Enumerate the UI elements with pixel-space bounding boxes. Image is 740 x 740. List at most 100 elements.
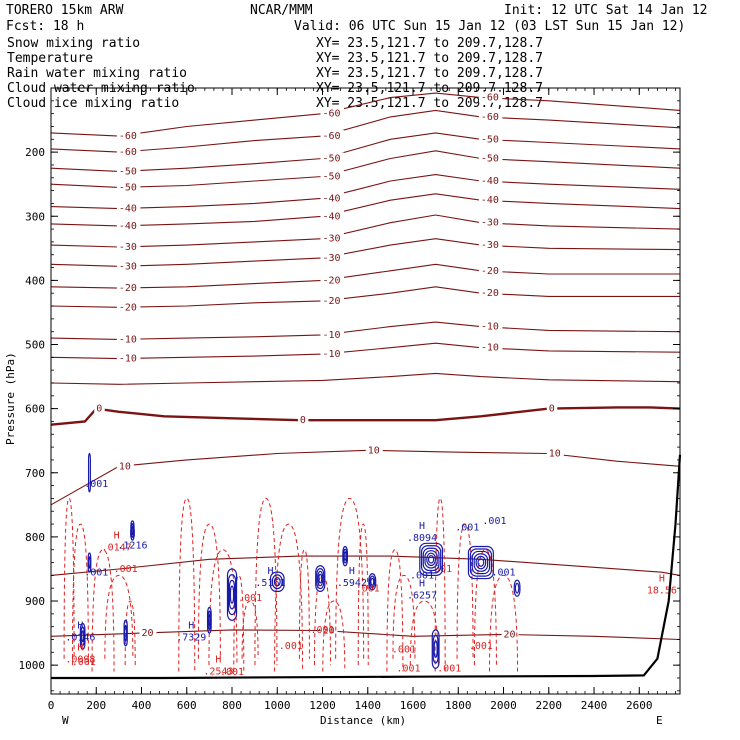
y-tick-label: 200 <box>25 146 45 159</box>
isotherm-line <box>50 372 681 385</box>
isotherm-label: 0 <box>300 415 306 426</box>
y-tick-label: 800 <box>25 531 45 544</box>
cloud-water-contour <box>432 634 439 664</box>
isotherm-label-bg <box>501 628 519 640</box>
isotherm-label: -30 <box>481 218 499 229</box>
cloud-water-contour <box>228 579 236 610</box>
isotherm-label: -20 <box>323 296 341 307</box>
isotherm-label: 10 <box>549 449 561 460</box>
rain-contour-label: .001 <box>238 593 262 604</box>
cloud-max-marker: H <box>419 521 425 532</box>
isotherm-label-bg <box>546 402 558 414</box>
y-tick-label: 1000 <box>19 659 46 672</box>
terrain-line <box>51 454 682 680</box>
cloud-water-contour <box>317 570 324 587</box>
isotherm-label-bg <box>116 333 141 345</box>
plot-area: -60 -60 -60 -60 -60 -60 -50 -50 -50 -50 -50 -50 -40 -… <box>50 91 682 680</box>
legend-label: Rain water mixing ratio <box>7 66 187 81</box>
isotherm-label: -20 <box>119 283 137 294</box>
legend-xy: XY= 23.5,121.7 to 209.7,128.7 <box>316 36 543 51</box>
isotherm-label-bg <box>297 414 309 426</box>
isotherm-label: 10 <box>368 445 380 456</box>
cloud-water-contour <box>426 552 437 567</box>
isotherm-label: -60 <box>323 131 341 142</box>
rain-contour-label: .001 <box>72 657 96 668</box>
isotherm-label-bg <box>116 352 141 364</box>
x-tick-label: 200 <box>86 699 106 712</box>
isotherm-label-bg <box>320 232 345 244</box>
isotherm-label: -10 <box>481 322 499 333</box>
rain-contour-label: .001 <box>310 625 334 636</box>
isotherm-line <box>50 174 681 210</box>
isotherm-line <box>50 132 681 172</box>
isotherm-label: -50 <box>119 166 137 177</box>
isotherm-label: -30 <box>119 242 137 253</box>
isotherm-label-bg <box>478 216 503 228</box>
cloud-max-value: .6257 <box>407 591 437 602</box>
rain-max-value: .0098 <box>65 655 95 666</box>
cloud-max-value: .8094 <box>407 533 437 544</box>
rain-contour-label: .001 <box>437 664 461 675</box>
rain-max-marker: H <box>215 654 221 665</box>
isotherm-line <box>50 150 681 188</box>
isotherm-label-bg <box>116 219 141 231</box>
cloud-water-contour <box>477 558 485 567</box>
axes: 0 200 400 600 800 1000 1200 1400 1600 1800 2000 220… <box>19 88 680 712</box>
model-title: TORERO 15km ARW <box>6 3 124 18</box>
cloud-water-contour <box>342 545 348 567</box>
isotherm-label-bg <box>116 241 141 253</box>
cloud-water-contour <box>427 555 435 564</box>
isotherm-label-bg <box>320 210 345 222</box>
rain-contour-label: .001 <box>392 644 416 655</box>
rain-max-value: 18.56 <box>647 585 677 596</box>
cloud-water-contour <box>80 626 85 647</box>
rain-contour <box>197 523 221 659</box>
cloud-water-contour <box>469 548 493 577</box>
cloud-water-contour <box>419 542 444 576</box>
rain-contour <box>104 574 134 659</box>
cloud-water-contour <box>318 573 323 584</box>
y-tick-label: 900 <box>25 595 45 608</box>
cloud-max-marker: H <box>349 566 355 577</box>
isotherm-label-bg <box>320 274 345 286</box>
isotherm-label: -30 <box>323 234 341 245</box>
cloud-water-contour <box>475 555 487 570</box>
rain-contour <box>274 523 304 672</box>
x-tick-label: 1000 <box>264 699 291 712</box>
cloud-water-label: .001 <box>84 567 108 578</box>
y-tick-label: 400 <box>25 274 45 287</box>
isotherm-label: -10 <box>119 334 137 345</box>
cloud-water-contour <box>369 575 376 589</box>
y-axis-label: Pressure (hPa) <box>4 352 17 445</box>
isotherm-label: -20 <box>119 302 137 313</box>
isotherm-line <box>50 109 681 153</box>
isotherm-label-bg <box>478 320 503 332</box>
isotherm-label-bg <box>320 624 338 636</box>
isotherm-label-bg <box>116 165 141 177</box>
isotherm-label: 20 <box>142 628 154 639</box>
isotherm-label: -20 <box>481 288 499 299</box>
x-tick-label: 2000 <box>490 699 517 712</box>
isotherm-label: -20 <box>481 266 499 277</box>
isotherm-line <box>50 263 680 289</box>
rain-contour-label: .001 <box>396 664 420 675</box>
cloud-water-contour <box>88 556 91 569</box>
y-tick-label: 500 <box>25 339 45 352</box>
isotherm-label-bg <box>478 264 503 276</box>
isotherm-line <box>50 238 681 267</box>
x-tick-label: 2600 <box>626 699 653 712</box>
cloud-max-marker: H <box>419 579 425 590</box>
rain-contour-label: .001 <box>279 641 303 652</box>
rain-contour <box>335 497 365 659</box>
cloud-water-contour <box>424 550 438 569</box>
cloud-water-contour <box>273 577 281 587</box>
y-tick-label: 600 <box>25 403 45 416</box>
cloud-water-contour <box>513 579 521 597</box>
cloud-water-contour <box>208 614 211 627</box>
isotherm-label: -50 <box>323 171 341 182</box>
rain-contour <box>357 523 369 666</box>
legend-xy: XY= 23.5,121.7 to 209.7,128.7 <box>316 66 543 81</box>
isotherm-label-bg <box>365 444 383 456</box>
isotherm-label: 0 <box>549 404 555 415</box>
rain-contour <box>473 549 497 666</box>
